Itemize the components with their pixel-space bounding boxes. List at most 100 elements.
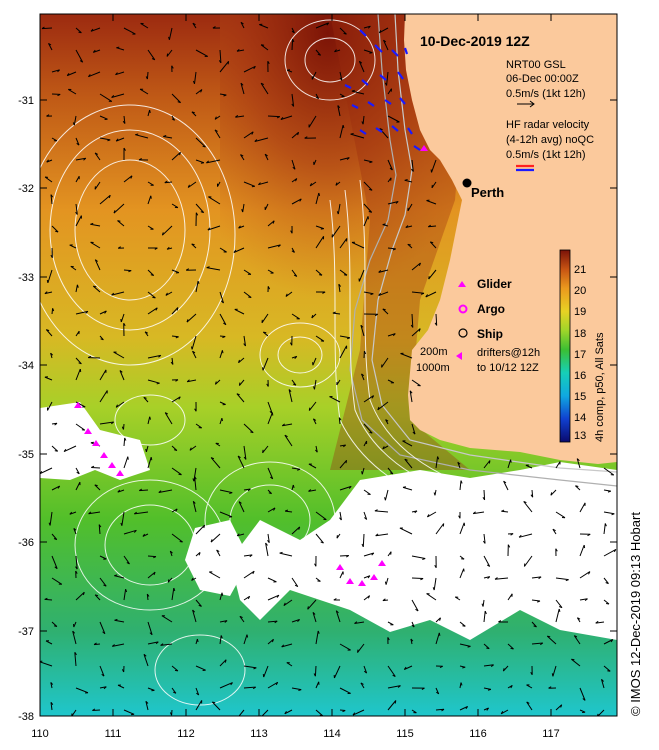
velocity-arrowhead: [75, 566, 78, 570]
velocity-arrowhead: [158, 490, 162, 493]
velocity-arrow: [473, 511, 485, 515]
velocity-arrowhead: [389, 167, 393, 171]
velocity-arrowhead: [243, 456, 247, 460]
colorbar-tick: 19: [574, 306, 586, 318]
velocity-arrow: [94, 594, 101, 601]
velocity-arrowhead: [117, 220, 121, 222]
velocity-arrow: [73, 115, 77, 126]
velocity-arrowhead: [263, 331, 267, 334]
velocity-arrowhead: [507, 544, 511, 548]
velocity-arrowhead: [274, 620, 278, 624]
velocity-arrowhead: [307, 606, 309, 610]
velocity-arrow: [308, 489, 317, 492]
velocity-arrow: [459, 643, 471, 647]
velocity-arrowhead: [530, 671, 533, 676]
velocity-arrow: [362, 115, 365, 125]
velocity-arrowhead: [258, 182, 261, 186]
velocity-arrowhead: [364, 517, 368, 520]
velocity-arrowhead: [382, 308, 386, 311]
velocity-arrowhead: [248, 296, 252, 298]
velocity-arrowhead: [117, 489, 121, 493]
velocity-arrowhead: [142, 533, 146, 537]
velocity-arrowhead: [155, 307, 158, 311]
velocity-arrowhead: [52, 308, 55, 312]
velocity-arrow: [387, 159, 393, 171]
velocity-arrow: [382, 308, 389, 315]
velocity-arrowhead: [367, 595, 371, 599]
drifter-icon: [456, 352, 462, 360]
velocity-arrowhead: [212, 26, 216, 29]
ssh-contours: [40, 19, 481, 706]
velocity-arrowhead: [160, 643, 164, 646]
velocity-arrow: [243, 291, 252, 298]
cloud-mask: [230, 462, 617, 640]
axis-ticks: [39, 14, 617, 717]
velocity-arrow: [113, 203, 125, 214]
velocity-arrow: [307, 599, 317, 610]
velocity-arrowhead: [95, 259, 98, 262]
velocity-arrowhead: [434, 564, 437, 569]
velocity-arrow: [411, 291, 425, 294]
velocity-arrow: [291, 687, 302, 691]
velocity-arrowhead: [575, 485, 579, 487]
velocity-arrow: [171, 467, 182, 476]
velocity-arrow: [75, 591, 85, 601]
velocity-arrowhead: [229, 492, 233, 494]
velocity-arrow: [214, 129, 221, 139]
velocity-arrowhead: [171, 118, 175, 121]
velocity-arrowhead: [46, 279, 49, 284]
velocity-arrowhead: [123, 147, 126, 151]
velocity-arrow: [501, 510, 509, 513]
velocity-arrow: [75, 357, 82, 365]
velocity-arrowhead: [523, 501, 527, 504]
velocity-arrow: [428, 225, 437, 228]
velocity-arrow: [483, 643, 490, 649]
velocity-arrowhead: [122, 120, 126, 124]
velocity-arrowhead: [76, 284, 79, 288]
velocity-arrowhead: [221, 417, 223, 422]
velocity-arrow: [99, 665, 105, 677]
velocity-arrow: [147, 291, 156, 299]
velocity-arrowhead: [121, 426, 124, 430]
velocity-arrowhead: [149, 109, 151, 114]
velocity-arrow: [195, 423, 202, 429]
hf-legend-line1: HF radar velocity: [506, 119, 590, 131]
velocity-arrowhead: [224, 620, 228, 623]
velocity-arrowhead: [272, 220, 275, 224]
velocity-arrow: [243, 595, 250, 601]
velocity-arrow: [435, 313, 438, 326]
velocity-arrowhead: [72, 122, 75, 126]
velocity-arrowhead: [389, 472, 394, 475]
velocity-arrow: [195, 137, 206, 148]
velocity-arrow: [576, 458, 581, 469]
velocity-arrowhead: [571, 658, 575, 661]
velocity-arrowhead: [240, 21, 244, 25]
velocity-arrow: [483, 687, 491, 690]
velocity-arrow: [75, 175, 80, 183]
velocity-arrow: [171, 307, 179, 315]
velocity-arrowhead: [472, 511, 476, 514]
velocity-arrowhead: [200, 211, 204, 214]
velocity-arrowhead: [104, 310, 107, 314]
velocity-arrow: [75, 284, 78, 293]
velocity-arrow: [550, 489, 557, 496]
velocity-arrow: [162, 225, 173, 236]
velocity-arrowhead: [595, 620, 599, 624]
velocity-arrowhead: [339, 517, 342, 521]
velocity-arrow: [258, 181, 269, 186]
velocity-arrow: [363, 181, 373, 191]
velocity-arrow: [171, 665, 179, 672]
velocity-arrow: [407, 203, 413, 212]
velocity-arrow: [387, 115, 400, 123]
velocity-arrow: [165, 291, 173, 296]
velocity-arrow: [309, 181, 317, 187]
ship-label: Ship: [477, 327, 503, 341]
velocity-arrowhead: [200, 89, 203, 93]
velocity-arrowhead: [317, 630, 320, 634]
velocity-arrow: [117, 220, 125, 227]
velocity-arrow: [75, 27, 82, 34]
velocity-arrowhead: [433, 492, 436, 496]
velocity-arrowhead: [439, 617, 441, 621]
velocity-arrowhead: [94, 152, 99, 155]
velocity-arrow: [75, 157, 86, 161]
